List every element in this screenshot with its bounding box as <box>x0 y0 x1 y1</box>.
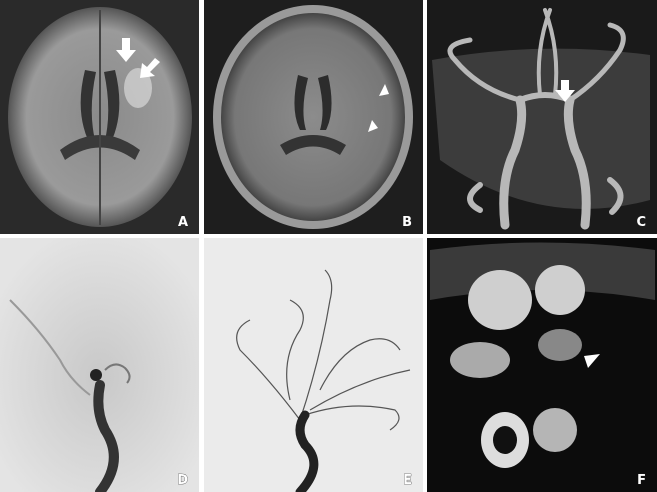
panel-label: C <box>636 215 646 230</box>
panel-c: C <box>427 0 657 234</box>
panel-label: A <box>178 215 188 230</box>
panel-e: E <box>204 238 423 492</box>
panel-label: F <box>637 473 646 488</box>
panel-f: F <box>427 238 657 492</box>
panel-b: B <box>204 0 423 234</box>
panel-label: E <box>403 473 412 488</box>
panel-label: D <box>177 473 188 488</box>
panel-label: B <box>402 215 412 230</box>
panel-a: A <box>0 0 199 234</box>
panel-d: D <box>0 238 199 492</box>
